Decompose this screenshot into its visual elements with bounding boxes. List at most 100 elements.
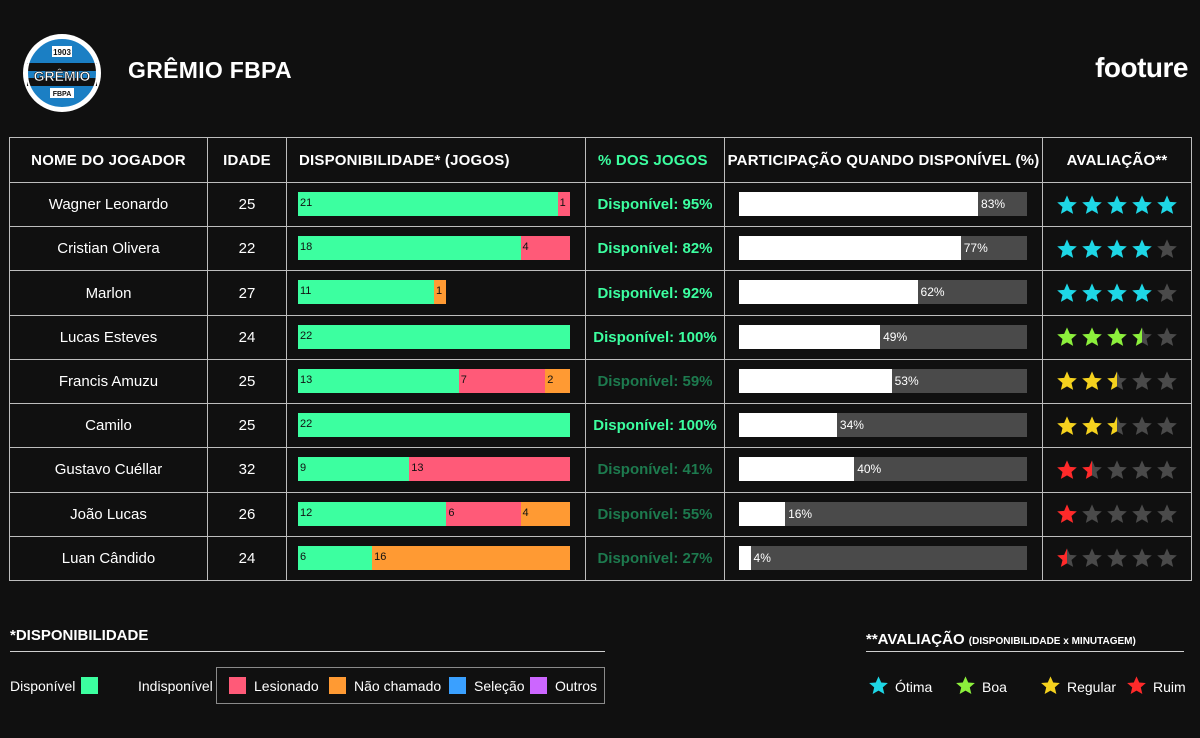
player-age: 22 bbox=[207, 226, 287, 272]
crest-name: GRÊMIO bbox=[34, 67, 91, 84]
star-full-icon bbox=[1057, 416, 1077, 435]
participation-cell: 49% bbox=[724, 314, 1043, 360]
star-full-icon bbox=[1107, 239, 1127, 258]
rating-stars bbox=[1043, 194, 1191, 216]
rating-stars bbox=[1043, 503, 1191, 525]
star-empty-icon bbox=[1082, 504, 1102, 524]
star-empty-icon bbox=[1157, 504, 1177, 524]
availability-segment-disponivel: 9 bbox=[298, 457, 410, 482]
star-empty-icon bbox=[1157, 548, 1177, 568]
rating-cell bbox=[1042, 403, 1192, 449]
table-row: Francis Amuzu 25 13 7 2 Disponível: 59% 53% bbox=[9, 358, 1192, 405]
star-full-icon bbox=[1057, 194, 1077, 214]
otima-star-icon bbox=[869, 676, 888, 694]
star-empty-icon bbox=[1132, 371, 1152, 391]
participation-fill bbox=[739, 413, 837, 438]
star-full-icon bbox=[1082, 239, 1102, 258]
legend-outros-swatch bbox=[530, 677, 547, 694]
availability-cell: 18 4 bbox=[286, 226, 586, 272]
star-empty-icon bbox=[1132, 504, 1152, 524]
rating-stars bbox=[1043, 459, 1191, 481]
rating-cell bbox=[1042, 447, 1192, 493]
header-age: IDADE bbox=[207, 137, 287, 183]
legend-indisponivel-label: Indisponível bbox=[138, 678, 213, 694]
segment-value-label: 22 bbox=[300, 418, 313, 431]
participation-cell: 83% bbox=[724, 181, 1043, 228]
participation-bar: 62% bbox=[739, 280, 1027, 305]
player-age: 32 bbox=[207, 447, 287, 493]
availability-cell: 21 1 bbox=[286, 181, 586, 228]
star-half-icon bbox=[1082, 460, 1102, 479]
participation-cell: 16% bbox=[724, 491, 1043, 537]
segment-value-label: 13 bbox=[300, 373, 313, 386]
availability-legend-title: *DISPONIBILIDADE bbox=[10, 627, 149, 644]
boa-star-icon bbox=[956, 676, 975, 694]
player-name: Lucas Esteves bbox=[9, 314, 208, 360]
availability-segment-lesionado: 13 bbox=[409, 457, 570, 482]
availability-segment-nao_chamado: 2 bbox=[545, 368, 570, 393]
player-age: 27 bbox=[207, 270, 287, 316]
availability-bar: 21 1 bbox=[298, 192, 570, 216]
header-availability: DISPONIBILIDADE* (JOGOS) bbox=[286, 137, 586, 183]
availability-legend-divider bbox=[10, 651, 605, 652]
legend-lesionado-swatch bbox=[229, 677, 246, 694]
star-full-icon bbox=[1107, 194, 1127, 214]
player-name: Gustavo Cuéllar bbox=[9, 447, 208, 493]
availability-segment-disponivel: 13 bbox=[298, 368, 459, 393]
star-empty-icon bbox=[1157, 416, 1177, 435]
table-row: Cristian Olivera 22 18 4 Disponível: 82% 77% bbox=[9, 226, 1192, 272]
segment-value-label: 13 bbox=[411, 462, 424, 475]
segment-value-label: 6 bbox=[448, 506, 455, 519]
participation-cell: 34% bbox=[724, 403, 1043, 449]
segment-value-label: 12 bbox=[300, 506, 313, 519]
availability-bar: 11 1 bbox=[298, 280, 570, 305]
star-full-icon bbox=[1057, 371, 1077, 391]
availability-bar: 9 13 bbox=[298, 457, 570, 482]
availability-segment-disponivel: 22 bbox=[298, 324, 570, 349]
player-name: Wagner Leonardo bbox=[9, 181, 208, 228]
availability-pct: Disponível: 27% bbox=[585, 535, 725, 582]
participation-label: 62% bbox=[920, 285, 945, 300]
star-half-icon bbox=[1057, 548, 1077, 568]
table-header-row: NOME DO JOGADOR IDADE DISPONIBILIDADE* (… bbox=[9, 137, 1192, 183]
star-full-icon bbox=[1082, 194, 1102, 214]
legend-indisponivel-box bbox=[216, 667, 605, 704]
star-full-icon bbox=[1057, 239, 1077, 258]
availability-segment-nao_chamado: 4 bbox=[520, 501, 570, 526]
availability-pct: Disponível: 100% bbox=[585, 403, 725, 449]
star-half-icon bbox=[1132, 327, 1152, 347]
participation-fill bbox=[739, 280, 918, 305]
star-empty-icon bbox=[1132, 416, 1152, 435]
segment-value-label: 11 bbox=[300, 285, 312, 298]
availability-cell: 6 16 bbox=[286, 535, 586, 582]
participation-bar: 4% bbox=[739, 545, 1027, 570]
header-pct: % DOS JOGOS bbox=[585, 137, 725, 183]
star-full-icon bbox=[1057, 327, 1077, 347]
crest-year: 1903 bbox=[53, 48, 71, 57]
table-row: Marlon 27 11 1 Disponível: 92% 62% bbox=[9, 270, 1192, 316]
participation-label: 49% bbox=[883, 329, 908, 344]
legend-outros-label: Outros bbox=[555, 678, 598, 694]
star-empty-icon bbox=[1157, 371, 1177, 391]
rating-cell bbox=[1042, 181, 1192, 228]
participation-fill bbox=[739, 457, 855, 482]
segment-value-label: 18 bbox=[300, 241, 313, 254]
regular-star-icon bbox=[1041, 676, 1060, 694]
participation-cell: 77% bbox=[724, 226, 1043, 272]
availability-segment-disponivel: 22 bbox=[298, 413, 570, 438]
star-full-icon bbox=[1082, 327, 1102, 347]
player-availability-table: NOME DO JOGADOR IDADE DISPONIBILIDADE* (… bbox=[9, 137, 1192, 582]
star-full-icon bbox=[1082, 371, 1102, 391]
availability-segment-disponivel: 21 bbox=[298, 192, 558, 216]
star-empty-icon bbox=[1082, 548, 1102, 568]
player-name: Marlon bbox=[9, 270, 208, 316]
legend-disponivel-swatch bbox=[81, 677, 98, 694]
team-name: GRÊMIO FBPA bbox=[128, 57, 292, 83]
availability-cell: 12 6 4 bbox=[286, 491, 586, 537]
star-full-icon bbox=[1057, 460, 1077, 479]
star-empty-icon bbox=[1157, 283, 1177, 302]
participation-bar: 53% bbox=[739, 368, 1027, 393]
player-age: 24 bbox=[207, 314, 287, 360]
participation-bar: 77% bbox=[739, 236, 1027, 261]
table-row: Lucas Esteves 24 22 Disponível: 100% 49% bbox=[9, 314, 1192, 360]
